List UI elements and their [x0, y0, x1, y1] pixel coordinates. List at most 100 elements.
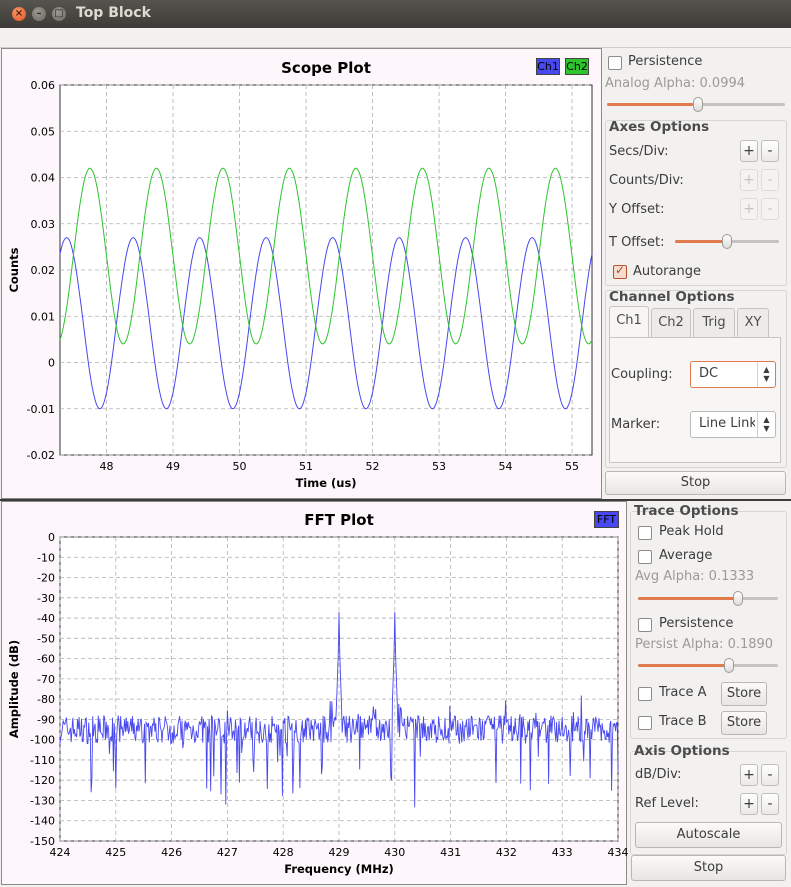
tab-xy[interactable]: XY [737, 308, 769, 338]
trace-a-checkbox[interactable] [638, 687, 652, 701]
fft-y-tick-label: -60 [37, 653, 55, 666]
scope-y-axis-label: Counts [7, 247, 21, 292]
fft-y-tick-label: 0 [48, 531, 55, 544]
peak-hold-checkbox[interactable] [638, 526, 652, 540]
tab-ch2[interactable]: Ch2 [651, 308, 691, 338]
fft-y-tick-label: -80 [37, 693, 55, 706]
scope-y-tick-label: 0.03 [31, 218, 56, 231]
fft-y-tick-label: -70 [37, 673, 55, 686]
fft-y-tick-label: -130 [30, 794, 55, 807]
window-title: Top Block [76, 5, 151, 21]
fft-y-tick-label: -100 [30, 734, 55, 747]
autorange-checkbox[interactable] [613, 263, 627, 279]
scope-x-tick-label: 51 [299, 460, 313, 473]
fft-x-tick-label: 425 [105, 846, 126, 859]
scope-y-tick-label: 0.04 [31, 172, 56, 185]
db-div-minus-button[interactable]: - [761, 764, 779, 786]
scope-plot: 0.06 0.05 0.04 0.03 0.02 0.01 0 -0.01 -0.02 48 49 5… [7, 59, 593, 490]
minimize-icon[interactable]: – [32, 7, 46, 21]
secs-div-label: Secs/Div: [609, 144, 669, 159]
trace-b-store-button[interactable]: Store [721, 711, 767, 735]
tab-ch1[interactable]: Ch1 [609, 306, 649, 338]
average-checkbox[interactable] [638, 550, 652, 564]
persistence-label: Persistence [628, 54, 703, 69]
scope-y-tick-label: -0.02 [27, 449, 55, 462]
fft-x-tick-label: 424 [50, 846, 71, 859]
scope-y-tick-label: 0.01 [31, 310, 56, 323]
fft-x-axis-label: Frequency (MHz) [284, 862, 394, 876]
scope-y-tick-label: 0.05 [31, 125, 56, 138]
fft-legend-fft: FFT [594, 511, 619, 528]
db-div-label: dB/Div: [635, 767, 682, 782]
y-offset-label: Y Offset: [609, 202, 665, 217]
axes-options-title: Axes Options [609, 119, 710, 135]
coupling-value: DC [699, 366, 719, 381]
fft-controls: Trace Options Peak Hold Average Avg Alph… [628, 501, 791, 887]
marker-select[interactable]: Line Link ▲ ▼ [690, 411, 776, 438]
close-icon[interactable]: × [12, 7, 26, 21]
maximize-icon[interactable]: □ [52, 7, 66, 21]
analog-alpha-slider[interactable] [607, 97, 785, 112]
scope-series-ch1 [59, 237, 593, 410]
counts-div-minus-button[interactable]: - [761, 169, 779, 191]
autoscale-button[interactable]: Autoscale [635, 822, 782, 848]
trace-b-label: Trace B [659, 714, 707, 729]
avg-alpha-slider[interactable] [638, 591, 778, 606]
fft-x-tick-label: 427 [217, 846, 238, 859]
persist-alpha-slider[interactable] [638, 658, 778, 673]
channel-tab-page [609, 337, 781, 463]
persist-alpha-label: Persist Alpha: 0.1890 [635, 637, 774, 652]
ref-level-minus-button[interactable]: - [761, 793, 779, 815]
tab-trig[interactable]: Trig [693, 308, 735, 338]
fft-y-tick-label: -110 [30, 754, 55, 767]
scope-x-tick-label: 49 [166, 460, 180, 473]
fft-y-tick-label: -150 [30, 835, 55, 848]
fft-x-tick-label: 428 [273, 846, 294, 859]
fft-x-tick-label: 431 [440, 846, 461, 859]
fft-y-axis-label: Amplitude (dB) [7, 640, 21, 738]
db-div-plus-button[interactable]: + [740, 764, 758, 786]
scope-legend-ch1: Ch1 [536, 58, 560, 75]
fft-y-tick-label: -50 [37, 632, 55, 645]
y-offset-minus-button[interactable]: - [761, 198, 779, 220]
fft-y-tick-label: -40 [37, 612, 55, 625]
ref-level-plus-button[interactable]: + [740, 793, 758, 815]
fft-y-tick-label: -120 [30, 774, 55, 787]
scope-legend-ch2: Ch2 [565, 58, 589, 75]
scope-x-tick-label: 53 [432, 460, 446, 473]
scope-x-tick-label: 50 [233, 460, 247, 473]
fft-x-tick-label: 429 [329, 846, 350, 859]
menu-bar [0, 28, 791, 48]
trace-a-store-button[interactable]: Store [721, 682, 767, 706]
fft-y-tick-label: -10 [37, 551, 55, 564]
coupling-label: Coupling: [611, 367, 673, 382]
marker-label: Marker: [611, 417, 661, 432]
trace-options-title: Trace Options [634, 503, 739, 519]
secs-div-plus-button[interactable]: + [740, 140, 758, 162]
secs-div-minus-button[interactable]: - [761, 140, 779, 162]
peak-hold-label: Peak Hold [659, 524, 724, 539]
fft-persistence-checkbox[interactable] [638, 618, 652, 632]
avg-alpha-label: Avg Alpha: 0.1333 [635, 569, 755, 584]
title-bar: × – □ Top Block [0, 0, 791, 28]
scope-x-axis-label: Time (us) [295, 476, 356, 490]
t-offset-slider[interactable] [675, 234, 779, 249]
fft-x-tick-label: 433 [552, 846, 573, 859]
scope-y-tick-label: 0.06 [31, 79, 56, 92]
y-offset-plus-button[interactable]: + [740, 198, 758, 220]
fft-stop-button[interactable]: Stop [631, 855, 786, 881]
scope-stop-button[interactable]: Stop [605, 471, 786, 495]
counts-div-plus-button[interactable]: + [740, 169, 758, 191]
scope-series-ch2 [59, 167, 593, 345]
coupling-select[interactable]: DC ▲ ▼ [690, 361, 776, 388]
scope-controls: Persistence Analog Alpha: 0.0994 Axes Op… [603, 48, 791, 499]
trace-b-checkbox[interactable] [638, 716, 652, 730]
spin-arrows-icon: ▲ ▼ [757, 362, 775, 387]
scope-y-tick-label: -0.01 [27, 403, 55, 416]
fft-y-tick-label: -20 [37, 572, 55, 585]
channel-options-title: Channel Options [609, 289, 735, 305]
fft-persistence-label: Persistence [659, 616, 734, 631]
persistence-checkbox[interactable] [608, 56, 622, 70]
fft-x-tick-label: 434 [608, 846, 629, 859]
trace-a-label: Trace A [659, 685, 707, 700]
